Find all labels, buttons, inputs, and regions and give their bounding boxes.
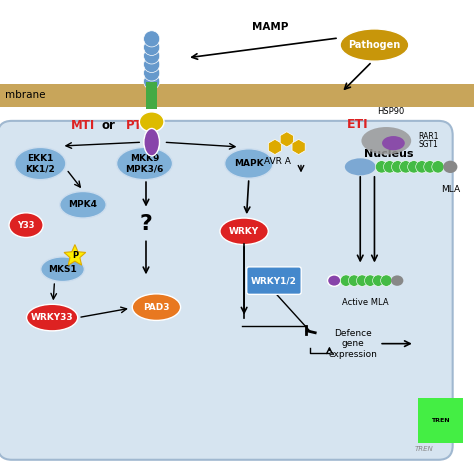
Circle shape (340, 275, 352, 286)
Polygon shape (64, 245, 86, 265)
Ellipse shape (117, 147, 173, 180)
Bar (0, 84, 474, 107)
Circle shape (373, 275, 384, 286)
Circle shape (432, 161, 444, 173)
Ellipse shape (328, 275, 341, 286)
Text: P: P (72, 252, 78, 260)
Text: Nucleus: Nucleus (364, 149, 413, 159)
Circle shape (392, 161, 404, 173)
Text: MKK9
MPK3/6: MKK9 MPK3/6 (126, 154, 164, 173)
Text: ETI: ETI (347, 118, 369, 131)
Ellipse shape (144, 128, 159, 156)
Text: WRKY33: WRKY33 (31, 313, 73, 322)
Text: MLA: MLA (441, 185, 460, 194)
Circle shape (383, 161, 396, 173)
Text: PAD3: PAD3 (143, 303, 170, 311)
Text: PTI: PTI (126, 119, 147, 132)
Ellipse shape (382, 136, 405, 150)
Circle shape (144, 56, 160, 73)
Ellipse shape (15, 147, 66, 180)
Text: Defence
gene
expression: Defence gene expression (328, 329, 378, 358)
Text: HSP90: HSP90 (377, 107, 405, 116)
Ellipse shape (361, 127, 411, 155)
Ellipse shape (41, 257, 84, 282)
Ellipse shape (225, 149, 273, 178)
FancyBboxPatch shape (0, 121, 453, 460)
Ellipse shape (391, 275, 403, 286)
Ellipse shape (220, 218, 268, 245)
Text: or: or (102, 119, 116, 132)
Circle shape (144, 31, 160, 47)
Text: Active MLA: Active MLA (342, 298, 388, 307)
Text: Pathogen: Pathogen (348, 40, 401, 50)
Text: SGT1: SGT1 (419, 140, 438, 149)
Circle shape (424, 161, 436, 173)
Text: MTI: MTI (71, 119, 95, 132)
Text: MPK4: MPK4 (68, 201, 98, 209)
Ellipse shape (443, 161, 457, 173)
Text: TREN: TREN (431, 419, 450, 423)
Text: mbrane: mbrane (5, 90, 45, 100)
Circle shape (416, 161, 428, 173)
Ellipse shape (340, 29, 409, 61)
Text: EKK1
KK1/2: EKK1 KK1/2 (26, 154, 55, 173)
Circle shape (144, 73, 160, 90)
Circle shape (356, 275, 368, 286)
Text: Y33: Y33 (18, 221, 35, 229)
Circle shape (144, 65, 160, 81)
FancyBboxPatch shape (418, 398, 463, 443)
Ellipse shape (345, 158, 375, 175)
Ellipse shape (139, 112, 164, 132)
FancyBboxPatch shape (246, 267, 301, 294)
Text: TREN: TREN (415, 447, 434, 452)
Text: MKS1: MKS1 (48, 265, 77, 273)
Polygon shape (268, 139, 282, 155)
Text: ?: ? (139, 214, 153, 234)
Text: WRKY1/2: WRKY1/2 (251, 276, 297, 285)
Circle shape (365, 275, 376, 286)
Circle shape (144, 48, 160, 64)
Circle shape (348, 275, 360, 286)
Ellipse shape (60, 191, 106, 218)
Ellipse shape (27, 304, 78, 331)
Ellipse shape (132, 294, 181, 320)
Ellipse shape (9, 213, 43, 237)
Polygon shape (280, 132, 293, 147)
Circle shape (144, 39, 160, 55)
Circle shape (400, 161, 412, 173)
Circle shape (408, 161, 420, 173)
Text: RAR1: RAR1 (419, 132, 439, 140)
Circle shape (375, 161, 388, 173)
Circle shape (381, 275, 392, 286)
Text: MAPK: MAPK (234, 159, 264, 168)
Text: MAMP: MAMP (252, 22, 288, 33)
Text: AVR A: AVR A (264, 157, 291, 165)
Bar (146, 82, 157, 109)
Text: WRKY: WRKY (229, 227, 259, 236)
Polygon shape (292, 139, 305, 155)
